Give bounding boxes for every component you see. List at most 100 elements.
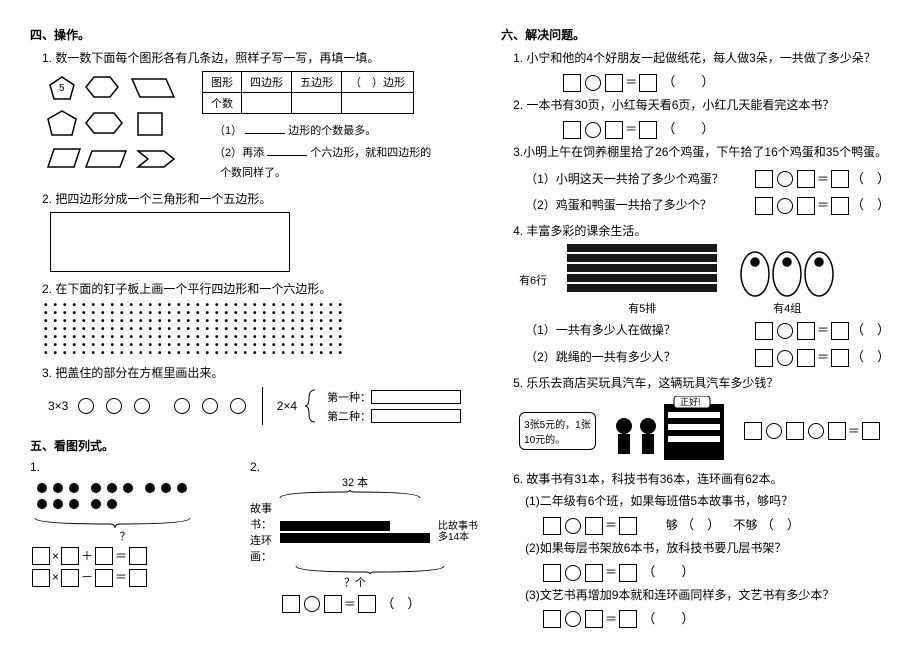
r-q3-1: （1）小明这天一共拾了多少个鸡蛋？ ＝（ ） — [525, 165, 890, 192]
th-pent: 五边形 — [292, 72, 342, 93]
q5-2-q: ？个 — [250, 574, 460, 590]
td-b1[interactable] — [242, 93, 292, 114]
q5-2-top: 32 本 — [250, 474, 460, 490]
c6 — [230, 398, 246, 414]
shapes-right: 图形 四边形 五边形 （ ）边形 个数 （1） 边形的个数最多。 （2） — [202, 71, 431, 186]
eq-r6-1: ＝ 够 （ ） 不够 （ ） — [541, 514, 890, 535]
eq-r2: ＝ （ ） — [561, 118, 890, 139]
r-q3-2-text: （2）鸡蛋和鸭蛋一共拾了多少个？ — [525, 196, 743, 213]
shape-table: 图形 四边形 五边形 （ ）边形 个数 — [202, 71, 414, 114]
animals-illus — [30, 474, 200, 516]
k2-box[interactable] — [371, 409, 461, 423]
th-quad: 四边形 — [242, 72, 292, 93]
c4 — [174, 398, 190, 414]
q1-2-mid: 个六边形，就和四边形的 — [310, 147, 431, 159]
q3-expr-row: 3×3 2×4 第一种： 第二种： — [48, 386, 461, 427]
q4-3: 3. 把盖住的部分在方框里画出来。 — [42, 364, 461, 382]
sec4-title: 四、操作。 — [30, 26, 461, 43]
q4-c1: 有5排 — [567, 300, 717, 316]
td-count: 个数 — [203, 93, 242, 114]
bars — [280, 519, 430, 545]
r-q4-2-text: （2）跳绳的一共有多少人？ — [525, 348, 743, 365]
r-q6-3: (3)文艺书再增加9本就和连环画同样多，文艺书有多少本？ — [525, 586, 890, 604]
c5 — [202, 398, 218, 414]
eq5-1a: ×＋＝ — [30, 547, 220, 566]
q3-2x4: 2×4 — [277, 399, 297, 413]
left-column: 四、操作。 1. 数一数下面每个图形各有几条边，照样子写一写，再填一填。 5 — [30, 20, 461, 647]
th-blank: （ ）边形 — [342, 72, 414, 93]
k1-label: 第一种： — [327, 392, 371, 404]
sec5-title: 五、看图列式。 — [30, 437, 461, 454]
speech-bubble: 3张5元的，1张 10元的。 — [519, 412, 596, 450]
r-q4-1-text: （1）一共有多少人在做操？ — [525, 321, 743, 338]
sec6-title: 六、解决问题。 — [501, 26, 890, 43]
r-q4-2: （2）跳绳的一共有多少人？ ＝（ ） — [525, 343, 890, 370]
crowd-illus — [567, 244, 717, 300]
q4-rows: 有6行 — [519, 272, 547, 288]
td-b2[interactable] — [292, 93, 342, 114]
eq5-1b: ×－＝ — [30, 568, 220, 587]
big-rect[interactable] — [50, 212, 290, 272]
q1-2-label: （2）再添 — [214, 147, 264, 159]
brace-1 — [30, 516, 190, 528]
r-q3-1-text: （1）小明这天一共拾了多少个鸡蛋？ — [525, 170, 743, 187]
q4-2: 2. 把四边形分成一个三角形和一个五边形。 — [42, 190, 461, 208]
jump-wrap: 有4组 — [737, 244, 837, 316]
th-shape: 图形 — [203, 72, 242, 93]
notenough-label: 不够 — [733, 518, 757, 532]
q5-2-bars: 故事书： 连环画： 比故事书 多14本 — [250, 500, 460, 564]
r-q2: 2. 一本书有30页，小红每天看6页，小红几天能看完这本书？ — [513, 96, 890, 114]
r-q3: 3.小明上午在饲养棚里拾了26个鸡蛋，下午拾了16个鸡蛋和35个鸭蛋。 — [513, 143, 890, 161]
blank-2[interactable] — [267, 144, 307, 156]
r-q4: 4. 丰富多彩的课余生活。 — [513, 222, 890, 240]
jumprope-illus — [737, 244, 837, 300]
q1-sub2: （2）再添 个六边形，就和四边形的 — [214, 144, 431, 162]
brace-icon — [305, 388, 319, 424]
r-q6-2: (2)如果每层书架放6本书，放科技书要几层书架？ — [525, 539, 890, 557]
sec5-row: 1. ？ ×＋＝ ×－＝ 2. 32 本 — [30, 460, 461, 617]
q4-c2: 有4组 — [737, 300, 837, 316]
q5-1-block: 1. ？ ×＋＝ ×－＝ — [30, 460, 220, 591]
q5-1-q: ？ — [30, 528, 220, 544]
vline — [262, 387, 263, 425]
dot-grid[interactable]: •••••••••••••••••••••••••••••••• •••••••… — [44, 302, 461, 358]
q1-sub1: （1） 边形的个数最多。 — [214, 122, 431, 140]
q1-2-tail: 个数同样了。 — [220, 165, 431, 182]
c2 — [106, 398, 122, 414]
eq5-2: ＝ （ ） — [280, 593, 460, 614]
k1-box[interactable] — [371, 390, 461, 404]
r-q4-1: （1）一共有多少人在做操？ ＝（ ） — [525, 316, 890, 343]
five-label: 5 — [59, 83, 65, 94]
brace-bot — [250, 564, 450, 574]
r-q1: 1. 小宁和他的4个好朋友一起做纸花，每人做3朵，一共做了多少朵？ — [513, 49, 890, 67]
q5-2-block: 2. 32 本 故事书： 连环画： 比故事书 多14本 ？个 ＝ （ ） — [250, 460, 460, 617]
eq-r6-3: ＝ （ ） — [541, 608, 890, 629]
q4-1: 1. 数一数下面每个图形各有几条边，照样子写一写，再填一填。 — [42, 49, 461, 67]
c3 — [134, 398, 150, 414]
q5-2-l1: 故事书： — [250, 500, 272, 532]
enough-label: 够 — [666, 518, 678, 532]
r-q4-illus: 有6行 有5排 有4组 — [519, 244, 890, 316]
q3-3x3: 3×3 — [48, 399, 68, 413]
r-q5-illus: 3张5元的，1张 10元的。 正好! ＝ — [519, 396, 890, 466]
shapes-svg: 5 — [44, 71, 194, 181]
eq-r6-2: ＝ （ ） — [541, 561, 890, 582]
r-q6-1: (1)二年级有6个班，如果每班借5本故事书，够吗？ — [525, 492, 890, 510]
td-b3[interactable] — [342, 93, 414, 114]
q4-2b: 2. 在下面的钉子板上画一个平行四边形和一个六边形。 — [42, 280, 461, 298]
q1-1-label: （1） — [214, 125, 242, 137]
q1-1-tail: 边形的个数最多。 — [288, 125, 376, 137]
eq-r1: ＝ （ ） — [561, 71, 890, 92]
brace-top — [250, 490, 450, 500]
svg-text:正好!: 正好! — [680, 396, 701, 407]
shapes-area: 5 图形 四边形 五边形 （ ）边形 — [44, 71, 461, 186]
blank-1[interactable] — [245, 122, 285, 134]
q5-2-num: 2. — [250, 460, 460, 474]
r-q3-2: （2）鸡蛋和鸭蛋一共拾了多少个？ ＝（ ） — [525, 191, 890, 218]
shapes-svg-wrap: 5 — [44, 71, 194, 181]
crowd-wrap: 有5排 — [567, 244, 717, 316]
q5-2-l2: 连环画： — [250, 532, 272, 564]
c1 — [78, 398, 94, 414]
q5-2-r: 比故事书 多14本 — [438, 521, 478, 543]
right-column: 六、解决问题。 1. 小宁和他的4个好朋友一起做纸花，每人做3朵，一共做了多少朵… — [501, 20, 890, 647]
